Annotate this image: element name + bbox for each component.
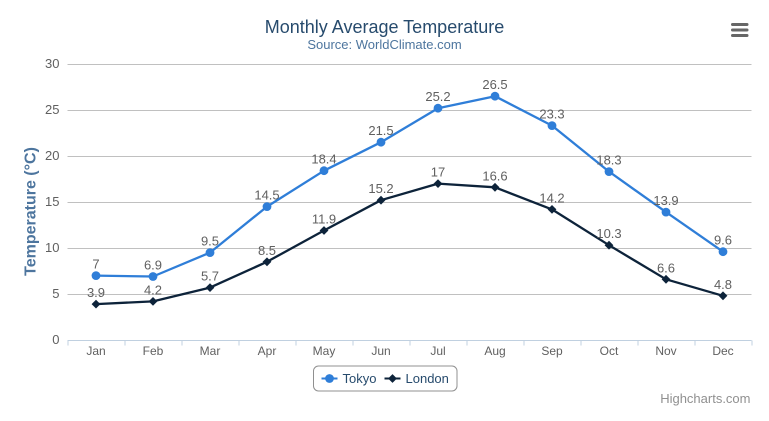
svg-text:13.9: 13.9: [653, 193, 678, 208]
svg-text:Tokyo: Tokyo: [343, 371, 377, 386]
svg-text:Jul: Jul: [430, 344, 445, 358]
svg-text:6.9: 6.9: [144, 258, 162, 273]
svg-text:0: 0: [52, 332, 59, 347]
svg-text:3.9: 3.9: [87, 285, 105, 300]
svg-text:8.5: 8.5: [258, 243, 276, 258]
svg-text:18.4: 18.4: [311, 152, 336, 167]
svg-text:9.6: 9.6: [714, 233, 732, 248]
svg-text:25.2: 25.2: [425, 89, 450, 104]
svg-text:7: 7: [92, 257, 99, 272]
svg-text:21.5: 21.5: [368, 123, 393, 138]
svg-text:Oct: Oct: [600, 344, 619, 358]
svg-text:10: 10: [45, 240, 59, 255]
svg-text:25: 25: [45, 102, 59, 117]
svg-text:Nov: Nov: [655, 344, 676, 358]
svg-text:Apr: Apr: [258, 344, 277, 358]
svg-text:4.2: 4.2: [144, 282, 162, 297]
svg-text:18.3: 18.3: [596, 153, 621, 168]
svg-text:Feb: Feb: [143, 344, 164, 358]
svg-text:Sep: Sep: [541, 344, 563, 358]
svg-text:Highcharts.com: Highcharts.com: [660, 391, 750, 406]
svg-text:Jun: Jun: [371, 344, 390, 358]
svg-text:9.5: 9.5: [201, 234, 219, 249]
svg-text:5: 5: [52, 286, 59, 301]
svg-text:14.5: 14.5: [254, 188, 279, 203]
svg-text:17: 17: [431, 165, 445, 180]
svg-text:20: 20: [45, 148, 59, 163]
svg-text:15.2: 15.2: [368, 181, 393, 196]
svg-text:Monthly Average Temperature: Monthly Average Temperature: [265, 17, 504, 37]
svg-text:Aug: Aug: [484, 344, 505, 358]
svg-text:Mar: Mar: [200, 344, 221, 358]
svg-text:14.2: 14.2: [539, 190, 564, 205]
svg-text:4.8: 4.8: [714, 277, 732, 292]
svg-text:10.3: 10.3: [596, 226, 621, 241]
svg-text:26.5: 26.5: [482, 77, 507, 92]
svg-text:Source: WorldClimate.com: Source: WorldClimate.com: [307, 37, 461, 52]
svg-text:11.9: 11.9: [312, 212, 336, 227]
svg-text:15: 15: [45, 194, 59, 209]
svg-text:6.6: 6.6: [657, 260, 675, 275]
svg-text:Temperature (°C): Temperature (°C): [23, 147, 40, 276]
svg-text:Jan: Jan: [86, 344, 105, 358]
svg-text:London: London: [406, 371, 449, 386]
svg-text:May: May: [313, 344, 336, 358]
svg-text:Dec: Dec: [712, 344, 733, 358]
svg-text:23.3: 23.3: [539, 107, 564, 122]
svg-text:30: 30: [45, 56, 59, 71]
svg-text:5.7: 5.7: [201, 269, 219, 284]
svg-text:16.6: 16.6: [482, 168, 507, 183]
